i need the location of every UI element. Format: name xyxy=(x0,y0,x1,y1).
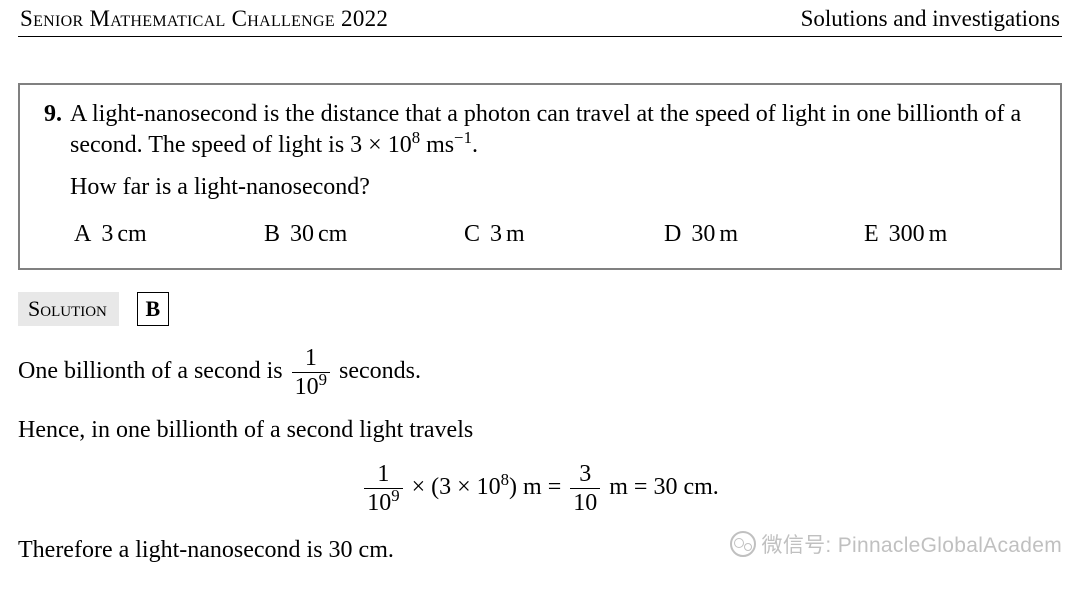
page: Senior Mathematical Challenge 2022 Solut… xyxy=(0,0,1080,607)
solution-header: Solution B xyxy=(18,292,1062,326)
option-b: B 30 cm xyxy=(264,219,464,250)
question-box: 9. A light-nanosecond is the distance th… xyxy=(18,83,1062,270)
fraction: 1 109 xyxy=(292,346,330,399)
option-e: E 300 m xyxy=(864,219,947,250)
solution-equation: 1 109 × (3 × 108) m = 3 10 m = 30 cm. xyxy=(18,462,1062,515)
page-header: Senior Mathematical Challenge 2022 Solut… xyxy=(18,6,1062,37)
options-row: A 3 cm B 30 cm C 3 m D 30 m E 300 xyxy=(44,219,1038,250)
question-body: A light-nanosecond is the distance that … xyxy=(70,99,1038,203)
question-text: 9. A light-nanosecond is the distance th… xyxy=(44,99,1038,203)
option-d: D 30 m xyxy=(664,219,864,250)
header-subtitle: Solutions and investigations xyxy=(801,6,1060,32)
solution-label: Solution xyxy=(18,292,119,326)
solution-line-1: One billionth of a second is 1 109 secon… xyxy=(18,346,1062,399)
question-number: 9. xyxy=(44,99,62,130)
solution-answer: B xyxy=(137,292,169,326)
fraction: 1 109 xyxy=(364,462,402,515)
header-title: Senior Mathematical Challenge 2022 xyxy=(20,6,388,32)
solution-body: One billionth of a second is 1 109 secon… xyxy=(18,346,1062,446)
question-prompt: How far is a light-nanosecond? xyxy=(70,172,1038,203)
solution-conclusion: Therefore a light-nanosecond is 30 cm. xyxy=(18,535,1062,566)
solution-line-2: Hence, in one billionth of a second ligh… xyxy=(18,415,1062,446)
solution-conclusion-row: Therefore a light-nanosecond is 30 cm. xyxy=(18,535,1062,566)
option-c: C 3 m xyxy=(464,219,664,250)
option-a: A 3 cm xyxy=(74,219,264,250)
fraction: 3 10 xyxy=(570,462,600,515)
